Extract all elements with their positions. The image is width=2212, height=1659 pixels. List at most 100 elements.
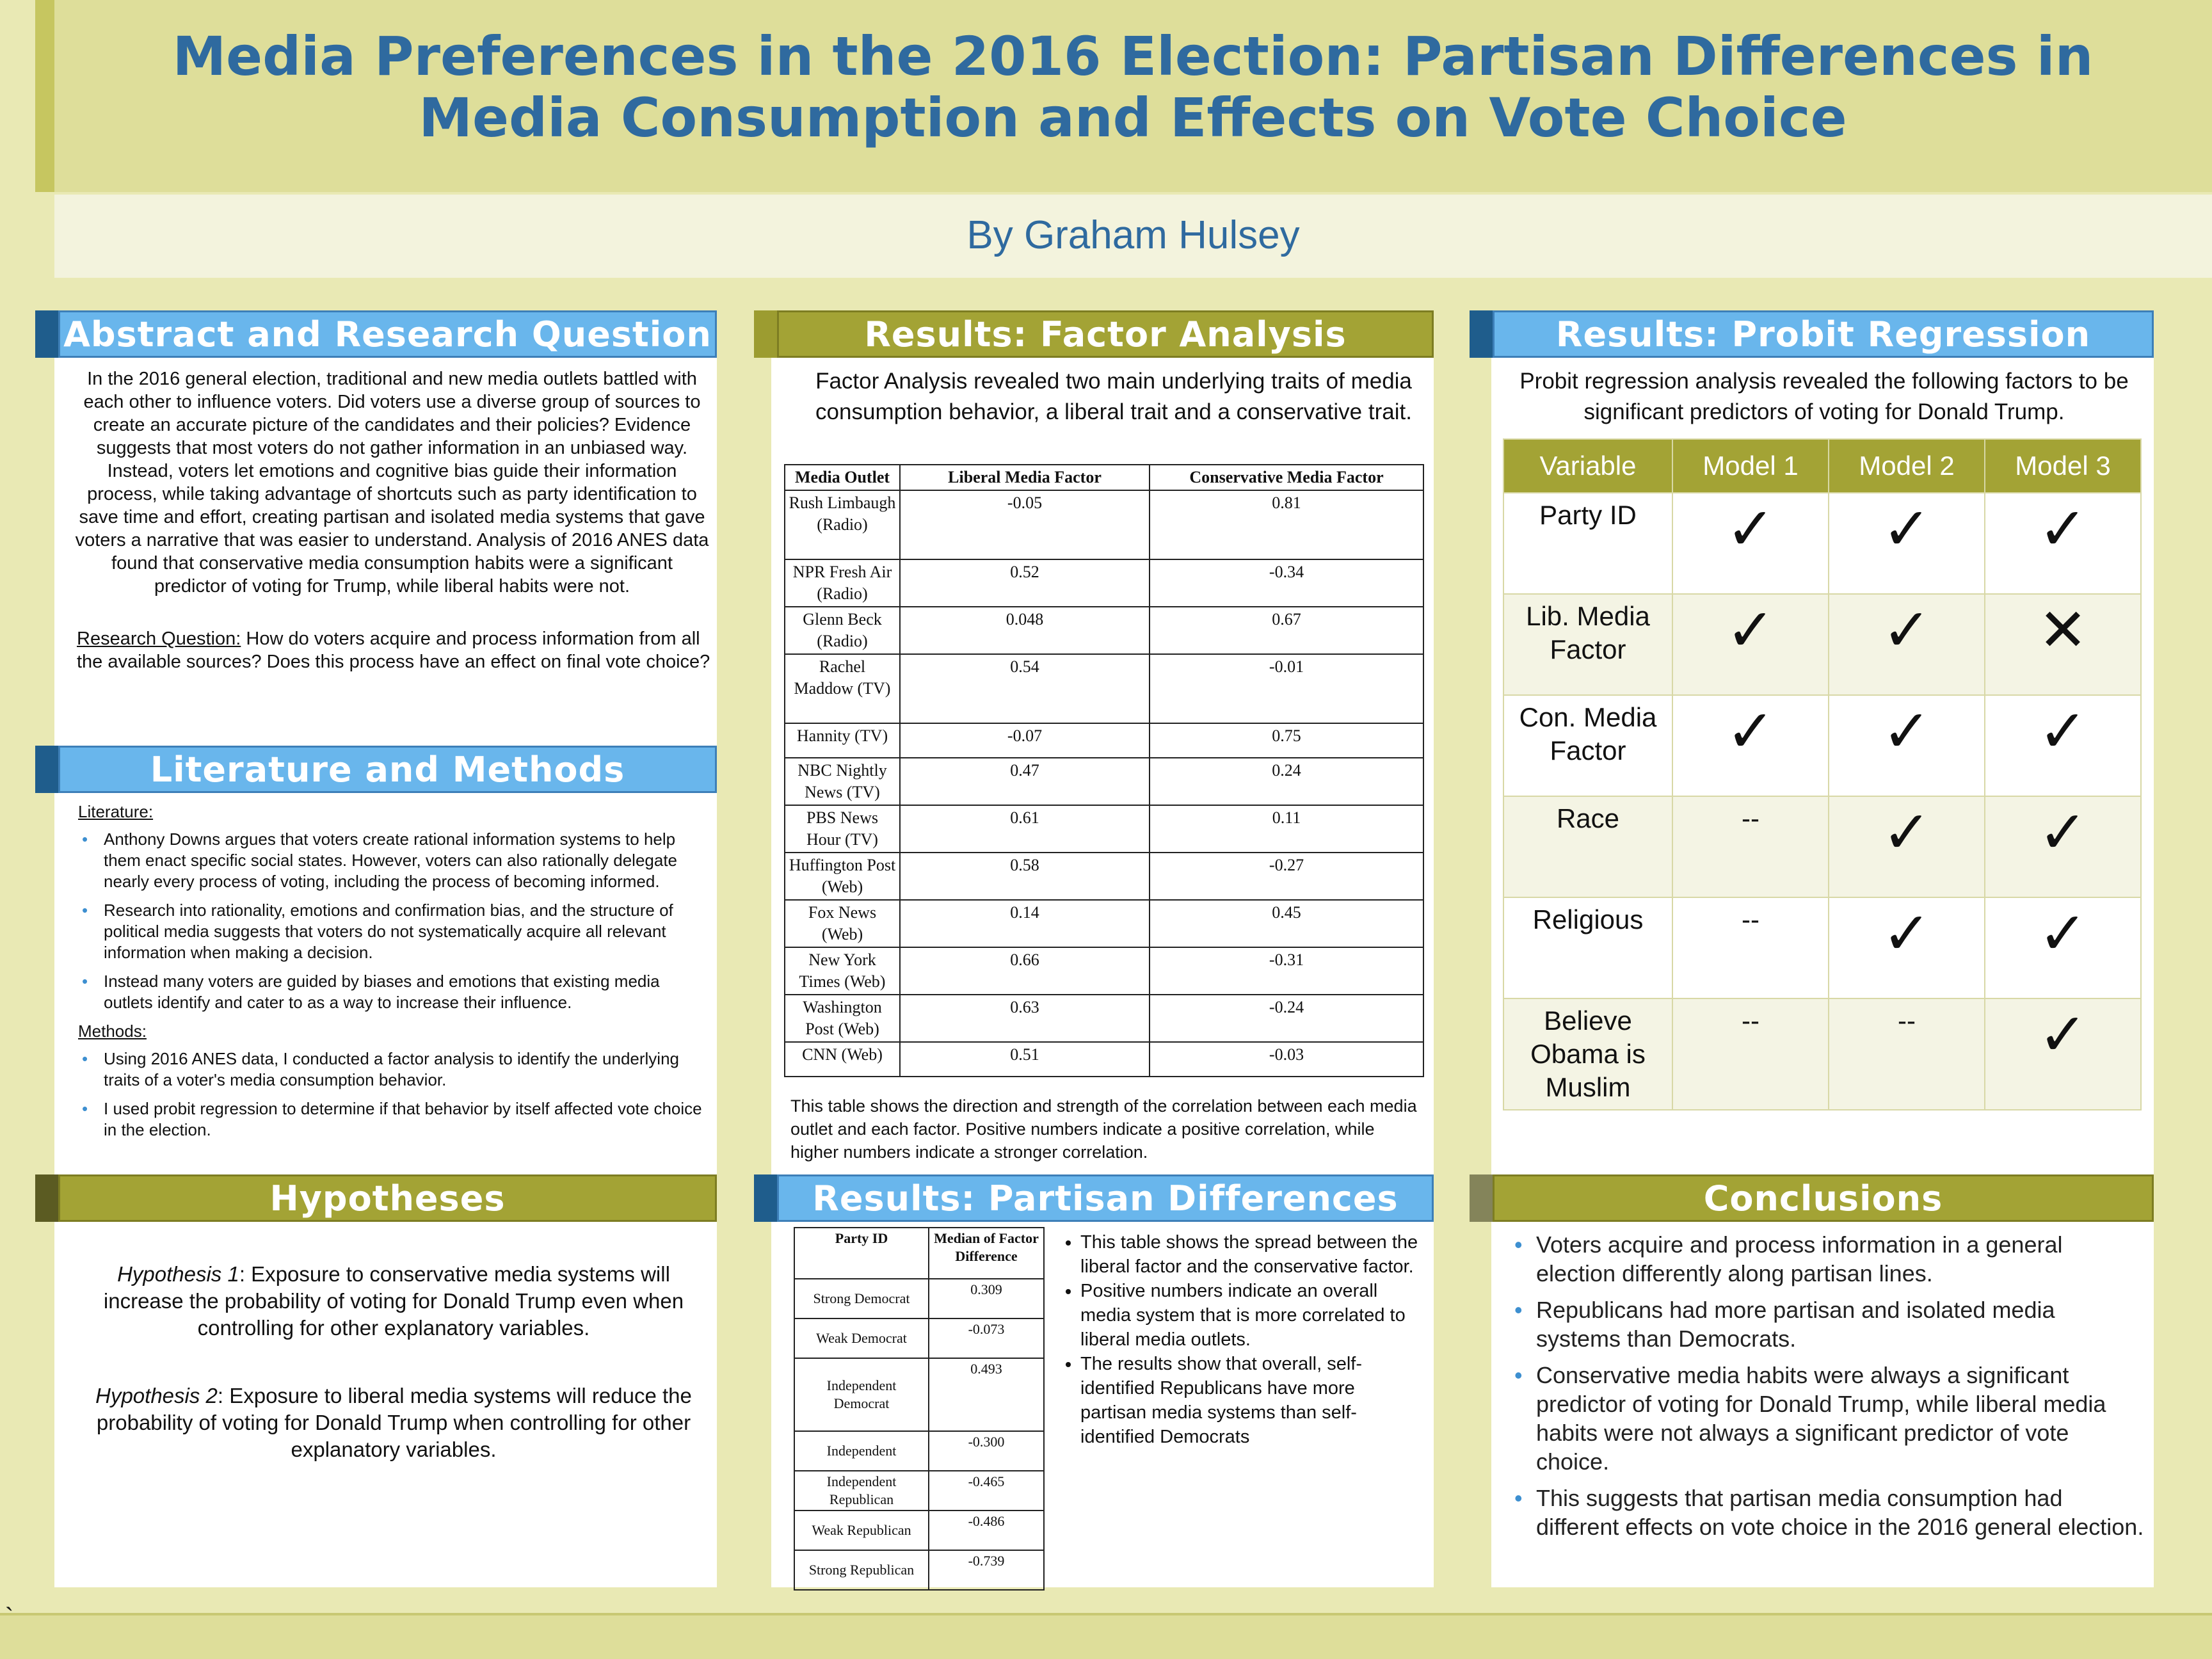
- hypothesis-2-text: : Exposure to liberal media systems will…: [96, 1384, 692, 1461]
- conclusion-item: Republicans had more partisan and isolat…: [1514, 1295, 2144, 1353]
- partisan-row: Strong Republican -0.739: [794, 1550, 1045, 1591]
- partisan-value: -0.465: [928, 1470, 1045, 1511]
- factor-outlet: Fox News (Web): [784, 899, 901, 948]
- probit-model-1-cell: ✓: [1672, 593, 1829, 696]
- probit-col-model-2: Model 2: [1828, 438, 1985, 493]
- probit-col-model-3: Model 3: [1984, 438, 2142, 493]
- hypotheses-header: Hypotheses: [58, 1174, 717, 1222]
- probit-model-1-cell: ✓: [1672, 694, 1829, 797]
- partisan-value: 0.493: [928, 1358, 1045, 1432]
- conclusions-list: Voters acquire and process information i…: [1511, 1230, 2144, 1541]
- factor-intro: Factor Analysis revealed two main underl…: [815, 369, 1412, 424]
- probit-model-3-cell: ✓: [1984, 998, 2142, 1110]
- factor-conservative-value: -0.03: [1149, 1041, 1424, 1077]
- factor-row: Rush Limbaugh (Radio) -0.05 0.81: [784, 490, 1424, 560]
- probit-model-2-cell: ✓: [1828, 492, 1985, 595]
- hypothesis-1-text: : Exposure to conservative media systems…: [103, 1262, 684, 1340]
- probit-model-3-cell: ✓: [1984, 897, 2142, 999]
- partisan-party: Independent Democrat: [794, 1358, 929, 1432]
- probit-variable: Believe Obama is Muslim: [1503, 998, 1673, 1110]
- factor-outlet: Rachel Maddow (TV): [784, 653, 901, 724]
- research-question-label: Research Question:: [77, 629, 241, 649]
- partisan-row: Weak Democrat -0.073: [794, 1318, 1045, 1359]
- conclusion-item: This suggests that partisan media consum…: [1514, 1484, 2144, 1541]
- hypothesis-1-label: Hypothesis 1: [117, 1262, 239, 1286]
- factor-outlet: CNN (Web): [784, 1041, 901, 1077]
- probit-model-3-cell: ✕: [1984, 593, 2142, 696]
- probit-model-1-cell: --: [1672, 897, 1829, 999]
- probit-variable: Race: [1503, 796, 1673, 898]
- conclusions-header: Conclusions: [1493, 1174, 2154, 1222]
- partisan-bullets: This table shows the spread between the …: [1057, 1230, 1422, 1449]
- probit-model-2-cell: ✓: [1828, 897, 1985, 999]
- factor-liberal-value: 0.51: [899, 1041, 1150, 1077]
- factor-outlet: Hannity (TV): [784, 723, 901, 758]
- probit-table-wrap: Variable Model 1 Model 2 Model 3 Party I…: [1503, 438, 2142, 1110]
- column-1-background: [54, 346, 717, 1587]
- partisan-row: Strong Democrat 0.309: [794, 1278, 1045, 1319]
- factor-outlet: Rush Limbaugh (Radio): [784, 490, 901, 560]
- factor-header-tab: [754, 310, 777, 358]
- probit-variable: Religious: [1503, 897, 1673, 999]
- methods-list: Using 2016 ANES data, I conducted a fact…: [78, 1048, 712, 1141]
- probit-model-1-cell: --: [1672, 796, 1829, 898]
- probit-model-2-cell: --: [1828, 998, 1985, 1110]
- hypothesis-1: Hypothesis 1: Exposure to conservative m…: [77, 1261, 710, 1342]
- probit-variable: Lib. Media Factor: [1503, 593, 1673, 696]
- factor-conservative-value: -0.27: [1149, 852, 1424, 901]
- literature-list: Anthony Downs argues that voters create …: [78, 829, 712, 1013]
- conclusions-body: Voters acquire and process information i…: [1511, 1230, 2144, 1549]
- literature-label: Literature:: [78, 802, 154, 821]
- factor-conservative-value: -0.31: [1149, 947, 1424, 995]
- factor-row: NPR Fresh Air (Radio) 0.52 -0.34: [784, 559, 1424, 607]
- literature-item: Anthony Downs argues that voters create …: [82, 829, 712, 892]
- partisan-col-median: Median of Factor Difference: [928, 1227, 1045, 1279]
- literature-header-tab: [35, 746, 58, 793]
- methods-label: Methods:: [78, 1022, 147, 1041]
- factor-liberal-value: 0.14: [899, 899, 1150, 948]
- probit-header-tab: [1470, 310, 1493, 358]
- factor-liberal-value: 0.048: [899, 606, 1150, 655]
- factor-liberal-value: 0.61: [899, 805, 1150, 853]
- probit-model-2-cell: ✓: [1828, 694, 1985, 797]
- factor-header: Results: Factor Analysis: [777, 310, 1434, 358]
- factor-col-liberal: Liberal Media Factor: [899, 464, 1150, 491]
- poster-title: Media Preferences in the 2016 Election: …: [90, 26, 2176, 148]
- partisan-party: Independent Republican: [794, 1470, 929, 1511]
- factor-row: Hannity (TV) -0.07 0.75: [784, 723, 1424, 758]
- factor-liberal-value: 0.47: [899, 757, 1150, 806]
- partisan-bullet: Positive numbers indicate an overall med…: [1080, 1279, 1422, 1352]
- partisan-party: Weak Democrat: [794, 1318, 929, 1359]
- author: By Graham Hulsey: [966, 213, 1300, 257]
- probit-row: Religious -- ✓ ✓: [1503, 897, 2142, 999]
- methods-item: Using 2016 ANES data, I conducted a fact…: [82, 1048, 712, 1091]
- probit-col-variable: Variable: [1503, 438, 1673, 493]
- factor-col-conservative: Conservative Media Factor: [1149, 464, 1424, 491]
- author-band: [54, 195, 2212, 278]
- title-line-2: Media Consumption and Effects on Vote Ch…: [419, 86, 1847, 149]
- title-band: [35, 0, 2212, 192]
- factor-conservative-value: 0.81: [1149, 490, 1424, 560]
- hypothesis-2: Hypothesis 2: Exposure to liberal media …: [77, 1382, 710, 1463]
- factor-liberal-value: 0.66: [899, 947, 1150, 995]
- conclusion-item: Conservative media habits were always a …: [1514, 1361, 2144, 1476]
- partisan-party: Independent: [794, 1431, 929, 1471]
- conclusion-item: Voters acquire and process information i…: [1514, 1230, 2144, 1288]
- probit-row: Race -- ✓ ✓: [1503, 796, 2142, 898]
- literature-body: Literature: Anthony Downs argues that vo…: [78, 801, 712, 1148]
- probit-row: Believe Obama is Muslim -- -- ✓: [1503, 998, 2142, 1110]
- partisan-bullet: This table shows the spread between the …: [1080, 1230, 1422, 1279]
- factor-outlet: NPR Fresh Air (Radio): [784, 559, 901, 607]
- factor-row: Huffington Post (Web) 0.58 -0.27: [784, 852, 1424, 901]
- probit-col-model-1: Model 1: [1672, 438, 1829, 493]
- hypothesis-2-label: Hypothesis 2: [95, 1384, 218, 1407]
- factor-outlet: Huffington Post (Web): [784, 852, 901, 901]
- abstract-text: In the 2016 general election, traditiona…: [75, 369, 709, 597]
- factor-row: Fox News (Web) 0.14 0.45: [784, 899, 1424, 948]
- methods-item: I used probit regression to determine if…: [82, 1098, 712, 1141]
- probit-model-3-cell: ✓: [1984, 796, 2142, 898]
- literature-item: Instead many voters are guided by biases…: [82, 971, 712, 1013]
- research-question-text: How do voters acquire and process inform…: [77, 629, 710, 672]
- probit-header: Results: Probit Regression: [1493, 310, 2154, 358]
- probit-model-1-cell: --: [1672, 998, 1829, 1110]
